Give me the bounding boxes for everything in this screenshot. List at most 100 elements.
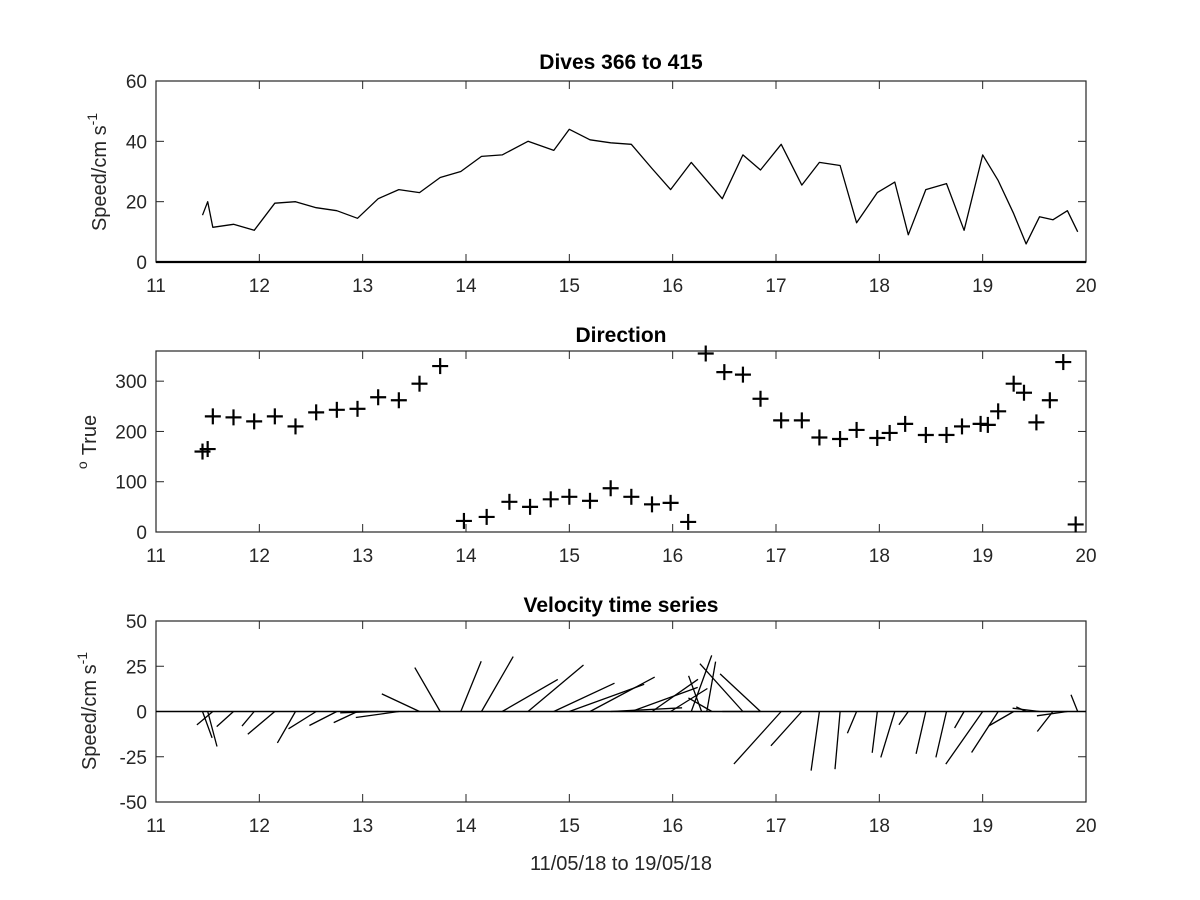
speed-y-tick-label: 0 [136,253,147,274]
velocity-stick [527,664,584,712]
direction-point-marker [411,375,428,392]
velocity-stick [810,711,821,771]
speed-x-tick-label: 19 [972,276,993,297]
direction-point-marker [266,408,283,425]
direction-point-marker [1041,392,1058,409]
direction-y-tick-label: 200 [115,422,147,443]
speed-x-tick-label: 13 [352,276,373,297]
direction-point-marker [1028,414,1045,431]
velocity-stick [501,678,559,713]
velocity-y-tick-label: 0 [136,703,147,724]
velocity-stick [216,711,234,728]
direction-point-marker [793,412,810,429]
velocity-x-tick-label: 17 [765,816,786,837]
velocity-stick [207,711,218,747]
direction-point-marker [349,400,366,417]
velocity-stick [846,711,858,734]
direction-y-tick-label: 100 [115,473,147,494]
velocity-x-tick-label: 12 [249,816,270,837]
direction-point-marker [917,426,934,443]
direction-point-marker [869,429,886,446]
velocity-stick [276,711,297,744]
speed-x-tick-label: 11 [146,276,166,297]
velocity-stick [719,673,761,712]
direction-point-marker [662,494,679,511]
velocity-stick [309,710,338,727]
speed-y-tick-label: 60 [126,72,147,93]
velocity-stick [414,667,441,712]
velocity-stick [670,687,708,713]
direction-axis-label-degree: o [74,461,90,469]
velocity-stick [834,711,841,770]
speed-axis-label-exponent: -1 [84,113,100,126]
direction-point-marker [1067,516,1084,533]
direction-point-marker [832,430,849,447]
direction-y-tick-label: 300 [115,372,147,393]
speed-x-tick-label: 15 [559,276,580,297]
direction-x-tick-label: 14 [455,546,477,567]
direction-point-marker [390,392,407,409]
direction-axes-box [155,350,1087,533]
direction-point-marker [225,409,242,426]
velocity-stick [1070,694,1079,712]
svg-text:oTrue: o True [74,415,101,469]
velocity-stick [333,710,358,724]
x-axis-label: 11/05/18 to 19/05/18 [530,853,712,875]
direction-x-tick-label: 15 [559,546,580,567]
speed-x-tick-label: 20 [1075,276,1096,297]
velocity-x-tick-label: 13 [352,816,373,837]
direction-x-tick-label: 12 [249,546,270,567]
svg-text:Speed/cm s-1: Speed/cm s-1 [74,652,101,770]
direction-point-marker [522,498,539,515]
velocity-stick [288,710,317,730]
velocity-x-tick-label: 15 [559,816,580,837]
velocity-stick [954,711,965,729]
velocity-y-tick-label: 50 [126,612,147,633]
velocity-y-tick-label: -25 [120,748,147,769]
velocity-stick [480,656,514,712]
direction-point-marker [432,358,449,375]
velocity-stick [241,711,255,727]
direction-x-tick-label: 19 [972,546,993,567]
velocity-stick [687,675,703,712]
direction-axis-label: o True [74,415,101,469]
velocity-stick [201,711,213,739]
speed-x-tick-label: 18 [869,276,890,297]
velocity-stick [631,686,698,713]
direction-x-tick-label: 20 [1075,546,1096,567]
direction-point-marker [716,364,733,381]
direction-axis-label-text: True [79,415,101,455]
direction-point-marker [623,488,640,505]
direction-point-marker [752,390,769,407]
direction-point-marker [287,418,304,435]
velocity-axis-label-exponent: -1 [74,652,90,665]
velocity-stick [699,663,744,712]
direction-point-marker [644,496,660,513]
velocity-stick [340,710,379,714]
direction-point-marker [308,404,325,421]
velocity-stick [196,711,214,726]
direction-point-marker [680,513,697,530]
direction-point-marker [1055,354,1072,371]
direction-point-marker [328,401,345,418]
direction-x-tick-label: 13 [352,546,373,567]
direction-point-marker [990,403,1007,420]
direction-y-tick-label: 0 [136,523,147,544]
speed-panel-title: Dives 366 to 415 [539,51,703,74]
velocity-stick [1036,711,1054,732]
velocity-stick [898,711,909,726]
direction-point-marker [246,413,263,430]
direction-point-marker [954,418,970,435]
velocity-stick [355,710,399,719]
velocity-axis-label-text: Speed/cm s [79,664,101,770]
velocity-stick [706,661,717,712]
direction-point-marker [697,345,714,362]
direction-point-marker [561,488,578,505]
velocity-plot-area: 11 12 13 14 15 16 17 18 19 20 -50 -25 0 25 50 [120,612,1097,837]
velocity-stick [651,678,699,713]
velocity-stick [733,711,782,765]
direction-point-marker [773,412,790,429]
velocity-stick [880,711,896,758]
velocity-x-tick-label: 11 [146,816,166,837]
